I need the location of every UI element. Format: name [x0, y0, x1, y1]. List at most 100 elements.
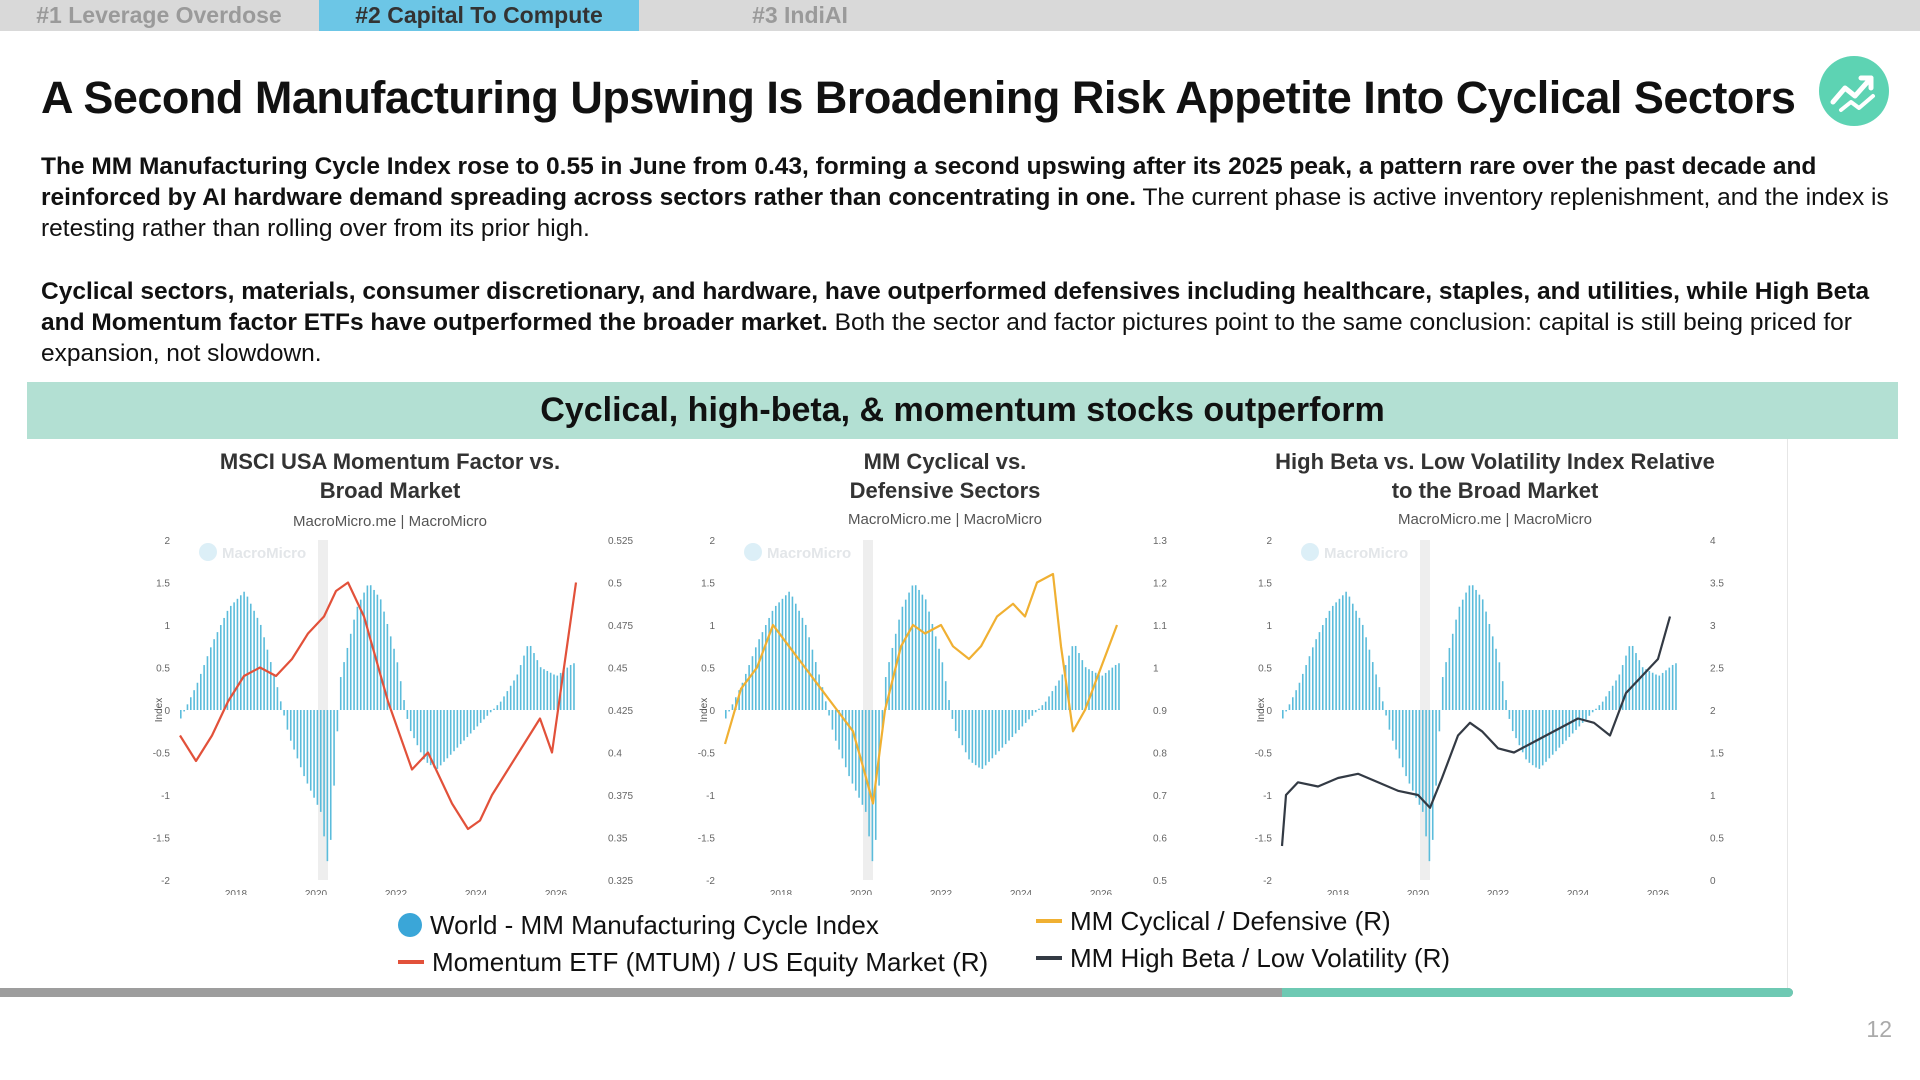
index-bar — [356, 606, 359, 710]
index-bar — [828, 710, 830, 716]
index-bar — [509, 685, 512, 710]
y-left-tick: 1.5 — [156, 579, 170, 590]
index-bar — [968, 710, 970, 760]
index-bar — [323, 710, 325, 837]
index-bar — [536, 660, 539, 710]
index-bar — [419, 710, 422, 753]
x-tick: 2024 — [1010, 889, 1033, 895]
index-bar — [549, 672, 552, 710]
index-bar — [1024, 710, 1027, 723]
index-bar — [1628, 646, 1631, 710]
index-bar — [426, 710, 429, 763]
x-tick: 2018 — [770, 889, 793, 895]
index-bar — [1438, 710, 1441, 732]
index-bar — [1581, 710, 1584, 723]
y-left-tick: -1.5 — [153, 834, 171, 845]
index-bar — [888, 662, 890, 710]
index-bar — [1288, 704, 1291, 710]
index-bar — [978, 710, 980, 768]
index-bar — [1481, 599, 1484, 710]
index-bar — [526, 646, 529, 710]
index-bar — [1491, 636, 1494, 710]
index-bar — [1515, 710, 1517, 739]
index-bar — [249, 603, 252, 710]
index-bar — [1638, 660, 1641, 710]
index-bar — [1348, 596, 1351, 710]
index-bar — [1535, 710, 1537, 768]
x-tick: 2026 — [1090, 889, 1113, 895]
index-bar — [429, 710, 432, 766]
index-bar — [533, 653, 535, 710]
y-left-tick: -1 — [706, 791, 715, 802]
y-left-label: Index — [1256, 698, 1267, 722]
index-bar — [1601, 701, 1604, 710]
x-tick: 2022 — [1487, 889, 1510, 895]
index-bar — [553, 674, 555, 710]
index-bar — [1518, 710, 1521, 746]
index-bar — [754, 647, 757, 710]
y-right-label: Number — [1741, 692, 1742, 728]
index-bar — [854, 710, 857, 791]
index-bar — [289, 710, 292, 741]
y-left-label: Index — [699, 698, 710, 722]
index-bar — [506, 691, 509, 710]
index-bar — [396, 662, 399, 710]
tab-indiai[interactable]: #3 IndiAI — [752, 2, 848, 28]
index-bar — [1371, 662, 1374, 710]
index-bar — [1078, 653, 1080, 710]
index-bar — [824, 701, 827, 710]
index-bar — [818, 674, 820, 710]
series-line — [1280, 616, 1672, 847]
index-bar — [934, 636, 937, 710]
y-left-tick: -1 — [161, 791, 170, 802]
index-bar — [1615, 680, 1617, 710]
watermark: MacroMicro — [222, 545, 306, 562]
index-bar — [784, 595, 787, 710]
index-bar — [831, 710, 834, 730]
index-bar — [1648, 670, 1651, 710]
index-bar — [951, 710, 954, 719]
index-bar — [838, 710, 840, 750]
legend-momentum: Momentum ETF (MTUM) / US Equity Market (… — [398, 947, 988, 978]
index-bar — [1651, 672, 1654, 710]
y-right-tick: 1 — [1153, 664, 1159, 675]
index-bar — [503, 696, 505, 710]
index-bar — [1108, 670, 1110, 710]
index-bar — [1308, 656, 1311, 710]
y-right-tick: 0.5 — [1710, 834, 1724, 845]
index-bar — [1331, 605, 1334, 710]
tab-bar: #1 Leverage Overdose #2 Capital To Compu… — [0, 0, 1920, 31]
index-bar — [1358, 617, 1361, 710]
index-bar — [1118, 663, 1120, 710]
index-bar — [811, 649, 814, 710]
index-bar — [1588, 710, 1591, 716]
index-bar — [183, 710, 185, 712]
x-tick: 2024 — [465, 889, 488, 895]
tab-leverage-overdose[interactable]: #1 Leverage Overdose — [36, 2, 282, 28]
index-bar — [1301, 673, 1304, 710]
y-left-tick: -0.5 — [153, 749, 171, 760]
index-bar — [349, 633, 352, 710]
index-bar — [1385, 710, 1387, 716]
index-bar — [283, 710, 285, 716]
y-left-tick: -1.5 — [698, 834, 716, 845]
y-left-tick: -1.5 — [1255, 834, 1273, 845]
y-left-tick: 1.5 — [701, 579, 715, 590]
index-bar — [1425, 710, 1427, 837]
tab-capital-to-compute[interactable]: #2 Capital To Compute — [319, 0, 639, 31]
index-bar — [778, 602, 780, 710]
legend-label: MM Cyclical / Defensive (R) — [1070, 906, 1391, 936]
legend-label: World - MM Manufacturing Cycle Index — [430, 910, 879, 940]
index-bar — [1094, 672, 1097, 710]
index-bar — [961, 710, 964, 746]
index-bar — [1401, 710, 1404, 768]
paragraph-1-bold: The MM Manufacturing Cycle Index rose to… — [41, 153, 1817, 211]
index-bar — [958, 710, 960, 739]
index-bar — [446, 710, 449, 759]
y-right-tick: 4 — [1710, 536, 1716, 547]
index-bar — [193, 690, 195, 710]
index-bar — [1028, 710, 1030, 720]
y-left-tick: 0.5 — [1258, 664, 1272, 675]
index-bar — [1111, 667, 1114, 710]
y-right-tick: 0.8 — [1153, 749, 1167, 760]
